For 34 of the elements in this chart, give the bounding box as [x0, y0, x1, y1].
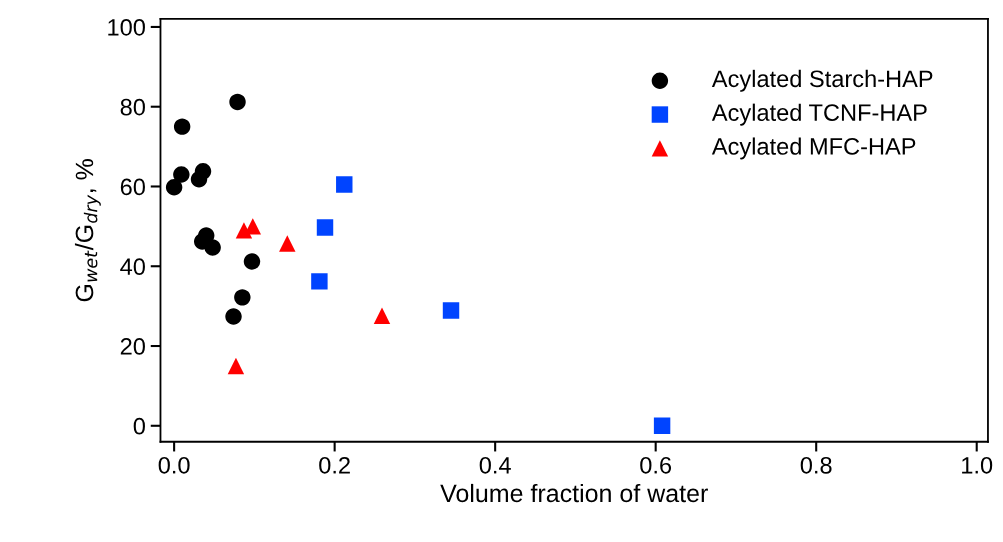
y-tick-label: 20 [120, 338, 145, 355]
x-tick-label: 0.8 [800, 456, 832, 474]
legend-label: Acylated Starch-HAP [711, 69, 933, 92]
x-axis-title: Volume fraction of water [440, 483, 708, 503]
point [204, 239, 221, 256]
y-tick-label: 60 [120, 178, 145, 196]
x-tick-label: 1.0 [962, 456, 993, 474]
x-tick-label: 0.4 [479, 456, 511, 474]
point [227, 357, 245, 375]
point [194, 163, 212, 180]
point [442, 302, 460, 319]
point [653, 417, 671, 434]
point [336, 176, 353, 193]
x-tick-label: 0.0 [158, 456, 190, 474]
y-tick-label: 0 [133, 417, 145, 435]
point [173, 118, 191, 135]
point [234, 289, 251, 306]
y-tick-label: 100 [108, 19, 145, 36]
y-tick-label: 40 [120, 258, 145, 276]
legend-label: Acylated MFC-HAP [711, 137, 916, 160]
y-tick-label: 80 [120, 98, 145, 116]
point [173, 166, 190, 183]
y-axis-title: G$_{wet}$/G$_{dry}$, % [74, 159, 101, 302]
x-tick-label: 0.6 [640, 456, 672, 474]
x-tick-label: 0.2 [319, 456, 350, 474]
point [229, 93, 246, 111]
point [279, 235, 296, 252]
point [243, 253, 261, 270]
point [165, 179, 183, 196]
point [316, 219, 334, 236]
point [311, 273, 328, 290]
point [225, 308, 242, 325]
point [373, 307, 391, 324]
legend-label: Acylated TCNF-HAP [711, 103, 927, 126]
